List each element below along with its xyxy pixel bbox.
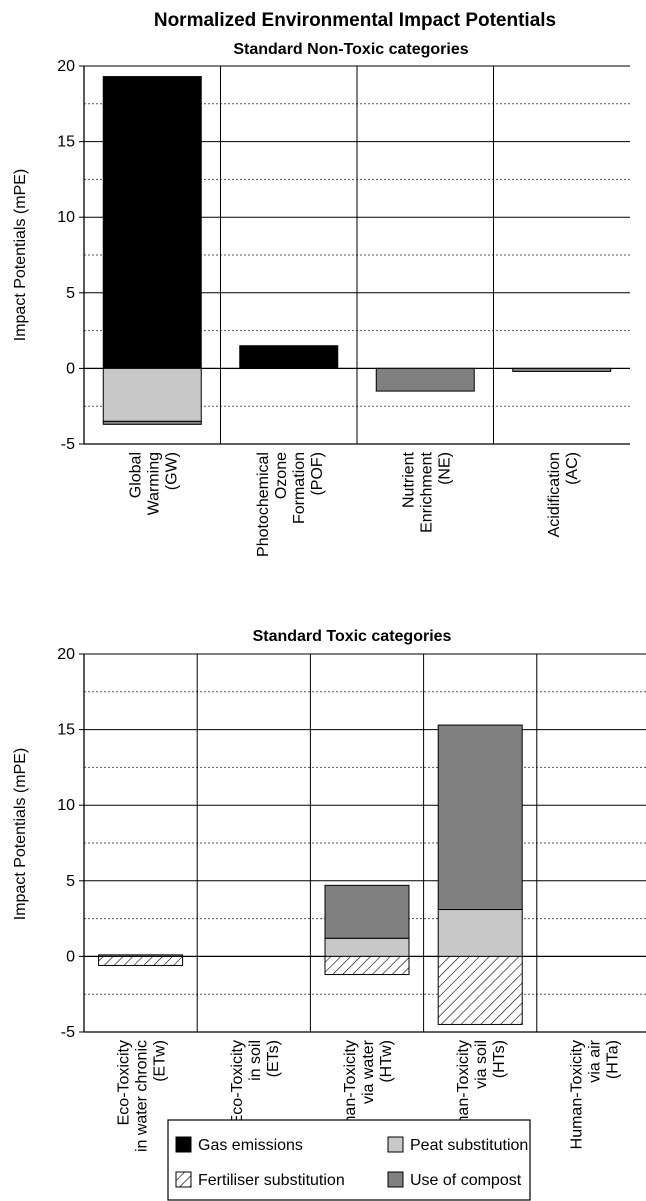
legend-label-peat: Peat substitution bbox=[410, 1137, 528, 1154]
category-label: (ETw) bbox=[152, 1040, 169, 1082]
y-tick-label: -5 bbox=[61, 1024, 75, 1041]
legend-box bbox=[167, 1119, 531, 1201]
legend-swatch-gas bbox=[175, 1136, 192, 1153]
category-label: in soil bbox=[247, 1040, 264, 1081]
chart-non-toxic-y-axis-label: Impact Potentials (mPE) bbox=[12, 169, 29, 342]
category-label: Photochemical bbox=[255, 452, 272, 557]
legend-swatch-compost bbox=[387, 1171, 404, 1188]
category-label: (ETs) bbox=[265, 1040, 282, 1077]
category-label: (HTs) bbox=[491, 1040, 508, 1078]
figure-title: Normalized Environmental Impact Potentia… bbox=[154, 10, 556, 31]
y-tick-label: 15 bbox=[57, 134, 75, 151]
y-tick-label: 20 bbox=[57, 646, 75, 663]
y-tick-label: 10 bbox=[57, 797, 75, 814]
category-label: Eco-Toxicity bbox=[116, 1040, 133, 1125]
y-tick-label: 0 bbox=[66, 360, 75, 377]
category-label: Human-Toxicity bbox=[568, 1040, 585, 1149]
bar-fert bbox=[437, 955, 523, 1025]
chart-non-toxic-subtitle: Standard Non-Toxic categories bbox=[233, 41, 468, 58]
category-label: (NE) bbox=[436, 452, 453, 485]
category-label: (GW) bbox=[163, 452, 180, 490]
bar-fert bbox=[324, 955, 410, 976]
legend-swatch-peat bbox=[387, 1136, 404, 1153]
bar-compost bbox=[98, 954, 184, 957]
bar-compost bbox=[324, 884, 410, 939]
bar-peat bbox=[437, 909, 523, 957]
legend-swatch-fert bbox=[175, 1171, 192, 1188]
category-label: via water bbox=[360, 1039, 377, 1104]
bar-compost bbox=[102, 420, 202, 425]
category-label: Enrichment bbox=[418, 451, 435, 532]
y-tick-label: 5 bbox=[66, 285, 75, 302]
category-label: Nutrient bbox=[400, 451, 417, 508]
category-label: Global bbox=[127, 452, 144, 498]
legend-label-compost: Use of compost bbox=[410, 1172, 522, 1189]
legend: Gas emissions Peat substitution Fertiliser… bbox=[167, 1119, 531, 1201]
bar-gas bbox=[239, 345, 339, 369]
category-label: Eco-Toxicity bbox=[229, 1040, 246, 1125]
category-label: (POF) bbox=[309, 452, 326, 496]
category-label: Warming bbox=[145, 452, 162, 515]
category-label: via soil bbox=[473, 1040, 490, 1089]
bar-compost bbox=[512, 367, 612, 372]
y-tick-label: 10 bbox=[57, 209, 75, 226]
category-label: Formation bbox=[291, 452, 308, 524]
legend-label-gas: Gas emissions bbox=[198, 1137, 303, 1154]
chart-toxic-y-axis-label: Impact Potentials (mPE) bbox=[12, 748, 29, 921]
chart-non-toxic: Standard Non-Toxic categories Impact Pot… bbox=[12, 41, 630, 557]
bar-gas bbox=[102, 76, 202, 369]
y-tick-label: 5 bbox=[66, 873, 75, 890]
y-tick-label: 20 bbox=[57, 58, 75, 75]
legend-label-fert: Fertiliser substitution bbox=[198, 1172, 345, 1189]
bar-peat bbox=[324, 937, 410, 957]
category-label: (HTa) bbox=[604, 1040, 621, 1079]
bar-peat bbox=[102, 367, 202, 422]
y-tick-label: 0 bbox=[66, 948, 75, 965]
bar-compost bbox=[375, 367, 475, 392]
bar-compost bbox=[437, 724, 523, 911]
y-tick-label: -5 bbox=[61, 436, 75, 453]
category-label: Ozone bbox=[273, 452, 290, 499]
chart-toxic-subtitle: Standard Toxic categories bbox=[253, 628, 452, 645]
category-label: (HTw) bbox=[378, 1040, 395, 1083]
category-label: via air bbox=[586, 1039, 603, 1082]
chart-toxic: Standard Toxic categories Impact Potenti… bbox=[12, 628, 646, 1152]
category-label: in water chronic bbox=[134, 1040, 151, 1152]
category-label: Acidification bbox=[546, 452, 563, 537]
y-tick-label: 15 bbox=[57, 722, 75, 739]
bar-fert bbox=[98, 955, 184, 966]
category-label: (AC) bbox=[564, 452, 581, 485]
